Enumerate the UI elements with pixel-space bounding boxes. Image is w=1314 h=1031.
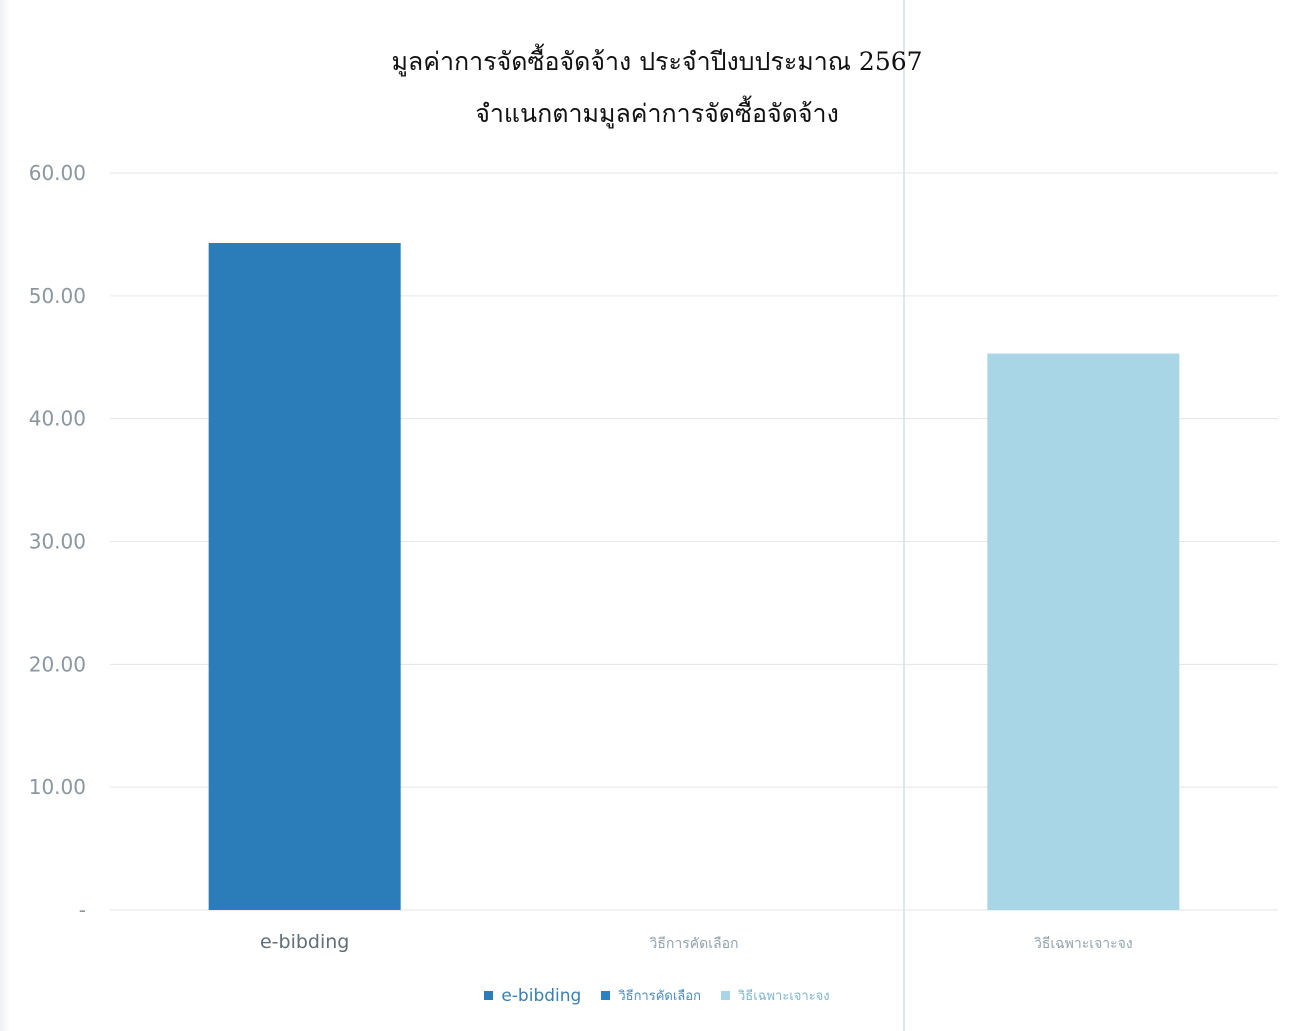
legend-item-e-bibding: e-bibding — [484, 986, 581, 1006]
legend-label: วิธีเฉพาะเจาะจง — [737, 989, 830, 1004]
legend-label: e-bibding — [501, 985, 582, 1006]
legend-label: วิธีการคัดเลือก — [618, 989, 701, 1004]
y-tick-label: 30.00 — [29, 530, 86, 554]
legend-swatch — [601, 991, 611, 1000]
scan-page-edge — [0, 0, 10, 1031]
scan-fold-line — [903, 0, 905, 1031]
chart-subtitle: จำแนกตามมูลค่าการจัดซื้อจัดจ้าง — [475, 99, 839, 128]
legend-item-specific: วิธีเฉพาะเจาะจง — [720, 985, 830, 1006]
bar — [987, 353, 1180, 910]
y-tick-label: 50.00 — [29, 284, 86, 308]
y-tick-label: 10.00 — [29, 775, 86, 799]
legend-item-selection: วิธีการคัดเลือก — [601, 985, 701, 1006]
bar — [208, 243, 401, 910]
x-tick-label: วิธีเฉพาะเจาะจง — [1034, 936, 1133, 952]
y-tick-label: 40.00 — [29, 407, 86, 431]
x-tick-label: วิธีการคัดเลือก — [649, 936, 738, 952]
legend-swatch — [720, 991, 730, 1000]
legend-swatch — [484, 991, 494, 1000]
y-tick-label: 60.00 — [29, 161, 86, 185]
chart-legend: e-bibding วิธีการคัดเลือก วิธีเฉพาะเจาะจ… — [0, 985, 1314, 1006]
y-tick-label: - — [79, 898, 86, 922]
y-tick-label: 20.00 — [29, 652, 86, 676]
chart-title: มูลค่าการจัดซื้อจัดจ้าง ประจำปีงบประมาณ … — [391, 47, 923, 76]
x-tick-label: e-bibding — [260, 931, 349, 953]
